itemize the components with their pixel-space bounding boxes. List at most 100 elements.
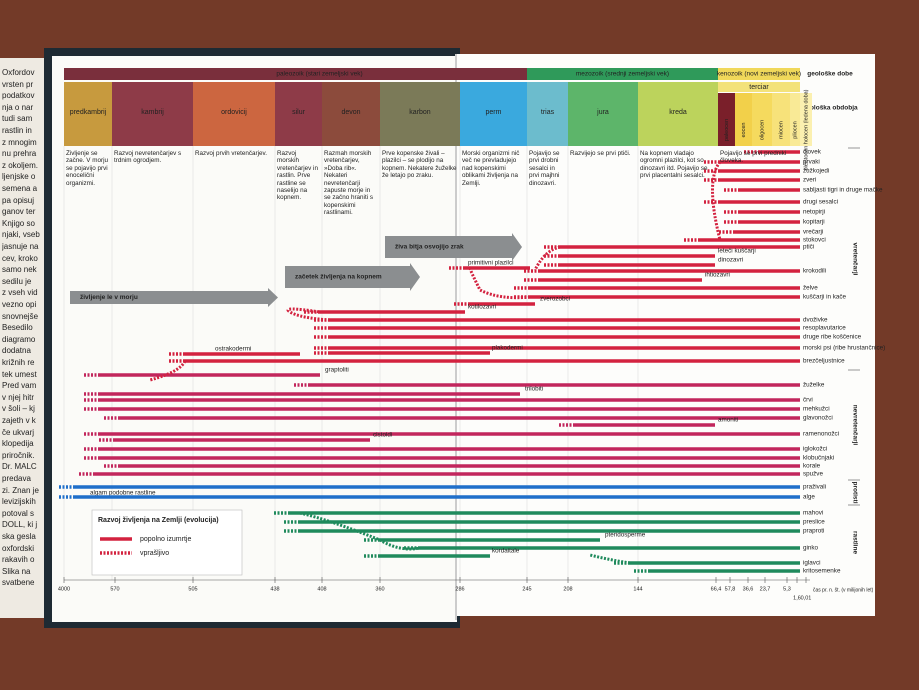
axis-tick-label: 286	[455, 586, 464, 592]
lineage-label: algam podobne rastline	[90, 490, 156, 497]
epoch-box	[752, 93, 772, 146]
page-text: jasnuje na	[2, 242, 39, 251]
arrow	[385, 233, 522, 261]
page-text: vrsten pr	[2, 79, 34, 89]
axis-tick-label: 408	[317, 586, 326, 592]
lineage-label: alge	[803, 494, 815, 501]
epoch-name: miocen	[778, 121, 784, 139]
left-page-strip	[0, 58, 46, 618]
epoch-name: pliocen	[792, 121, 798, 138]
period-box	[568, 82, 638, 146]
arrow	[70, 288, 278, 307]
epoch-box	[800, 93, 812, 146]
period-description: Razmah morskih vretenčarjev, »Doba rib«.…	[324, 150, 374, 217]
page-text: predava	[2, 474, 31, 483]
lineage-label: spužve	[803, 471, 823, 478]
group-label: protisti	[851, 481, 858, 503]
page-text: ljenjske o	[2, 172, 36, 182]
page-text: z mnogim	[2, 137, 37, 147]
page-text: svatbene	[2, 578, 35, 588]
axis-tick-label: 5,3	[783, 586, 791, 592]
page-text: tek umest	[2, 369, 37, 379]
axis-tick-label: 438	[270, 586, 279, 592]
lineage-label: krokodili	[803, 268, 826, 275]
epoch-box	[772, 93, 790, 146]
page-text: v šoli – kj	[2, 404, 35, 414]
page-text: Oxfordov	[2, 68, 35, 77]
page-text: potoval s	[2, 508, 35, 518]
lineage-label: brezčeljustnice	[803, 358, 845, 365]
axis-tick-label: 570	[110, 586, 119, 592]
period-box	[380, 82, 460, 146]
period-box	[112, 82, 193, 146]
lineage-label: človek	[803, 149, 822, 156]
lineage-label: ramenonožci	[803, 431, 839, 438]
period-description: Prve kopenske živali – plazilci – se plo…	[382, 150, 457, 180]
page-text: z vseh vid	[2, 288, 38, 298]
period-name: jura	[596, 109, 609, 116]
page-text: Dr. MALC	[2, 462, 37, 472]
page-text: ganov ter	[2, 207, 36, 217]
page-text: levizijskih	[2, 497, 36, 507]
page-text: pa opisuj	[2, 195, 35, 205]
page-text: semena a	[2, 184, 38, 193]
legend-label: vprašljivo	[140, 550, 169, 557]
page-text: Pred vam	[2, 381, 37, 391]
axis-tick-label: 0,01	[801, 595, 812, 601]
page-text: nu prehra	[2, 149, 37, 159]
lineage-label: dvoživke	[803, 317, 828, 324]
axis-tick-label: 505	[188, 586, 197, 592]
lineage-label: preslice	[803, 519, 825, 526]
lineage-label: drugi sesalci	[803, 199, 838, 206]
lineage-label: graptoliti	[325, 367, 349, 374]
page-text: samo nek	[2, 265, 37, 275]
axis-tick-label: 245	[522, 586, 531, 592]
page-text: rastlin in	[2, 126, 32, 135]
axis-tick-label: 23,7	[760, 586, 771, 592]
period-description: Pojavijo se prvi predniki človeka.	[720, 150, 787, 165]
period-box	[193, 82, 275, 146]
axis-tick-label: 4000	[58, 586, 70, 592]
period-name: silur	[292, 109, 306, 116]
era-band	[527, 68, 718, 80]
lineage-label: prvaki	[803, 159, 820, 166]
period-description: Razvoj nevretenčarjev s trdnim ogrodjem.	[114, 150, 182, 165]
period-description: Pojavijo se prvi drobni sesalci in prvi …	[529, 150, 560, 187]
period-name: trias	[541, 109, 555, 116]
epoch-box	[735, 93, 752, 146]
lineage-label: stokovci	[803, 237, 826, 244]
branch	[299, 511, 421, 551]
lineage-label: ostrakodermi	[215, 346, 251, 353]
lineage-label: kotilozavri	[468, 304, 496, 311]
group-label: rastline	[851, 531, 858, 555]
period-box	[638, 82, 718, 146]
axis-tick-label: 360	[375, 586, 384, 592]
page-text: v njej hitr	[2, 392, 35, 402]
period-box	[275, 82, 322, 146]
lineage-label: korale	[803, 463, 821, 470]
lineage-label: klobučnjaki	[803, 455, 834, 462]
page-text: klopedija	[2, 439, 34, 449]
epoch-name: paleocen	[724, 119, 730, 141]
page-text: nja o nar	[2, 102, 34, 112]
page-text: dodatna	[2, 346, 31, 356]
lineage-label: amoniti	[718, 417, 738, 424]
period-name: perm	[486, 109, 502, 116]
page-text: oxfordski	[2, 543, 35, 553]
branch	[149, 360, 187, 382]
page-text: če ukvarj	[2, 427, 35, 437]
lineage-label: iglokožci	[803, 446, 827, 453]
arrow-label: življenje le v morju	[80, 294, 138, 301]
lineage-label: kuščarji in kače	[803, 294, 847, 301]
row-label: geološke dobe	[807, 71, 853, 78]
period-name: karbon	[409, 109, 431, 116]
page-text: tudi sam	[2, 114, 33, 124]
epoch-name: oligocen	[759, 120, 765, 141]
branch	[711, 161, 722, 241]
period-description: Na kopnem vladajo ogromni plazilci, kot …	[640, 150, 708, 180]
arrow-label: začetek življenja na kopnem	[295, 274, 382, 281]
epoch-box	[790, 93, 800, 146]
lineage-label: sabljasti tigri in druge mačke	[803, 187, 883, 194]
